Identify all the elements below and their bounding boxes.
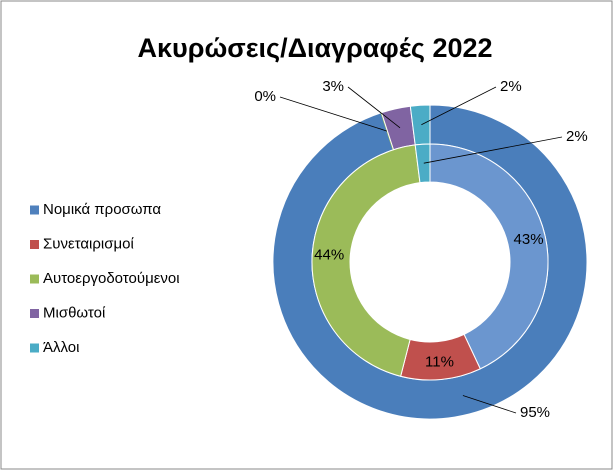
data-label: 11% <box>425 354 454 371</box>
data-label: 43% <box>514 231 544 248</box>
data-label: 2% <box>500 78 522 95</box>
doughnut-slice <box>429 143 549 370</box>
legend-swatch <box>30 343 39 353</box>
leader-line <box>279 96 388 132</box>
data-label: 44% <box>314 247 344 264</box>
legend-label: Άλλοι <box>43 339 79 356</box>
legend-swatch <box>30 274 39 284</box>
data-label: 95% <box>520 404 550 421</box>
legend-swatch <box>30 309 39 318</box>
legend-label: Μισθωτοί <box>43 304 106 321</box>
legend-label: Νομικά προσωπα <box>43 201 161 218</box>
data-label: 0% <box>254 88 276 105</box>
legend-swatch <box>30 240 39 249</box>
legend-swatch <box>30 205 39 215</box>
leader-line <box>462 395 517 414</box>
doughnut-slice <box>311 144 421 377</box>
leader-line <box>347 86 401 129</box>
leader-line <box>421 86 497 126</box>
legend-label: Αυτοεργοδοτούμενοι <box>43 270 180 287</box>
chart-title: Ακυρώσεις/Διαγραφές 2022 <box>137 33 492 63</box>
legend-label: Συνεταιρισμοί <box>43 235 134 252</box>
data-label: 2% <box>566 128 588 145</box>
data-label: 3% <box>322 78 344 95</box>
leader-line <box>423 136 563 164</box>
doughnut-slice <box>414 143 431 184</box>
